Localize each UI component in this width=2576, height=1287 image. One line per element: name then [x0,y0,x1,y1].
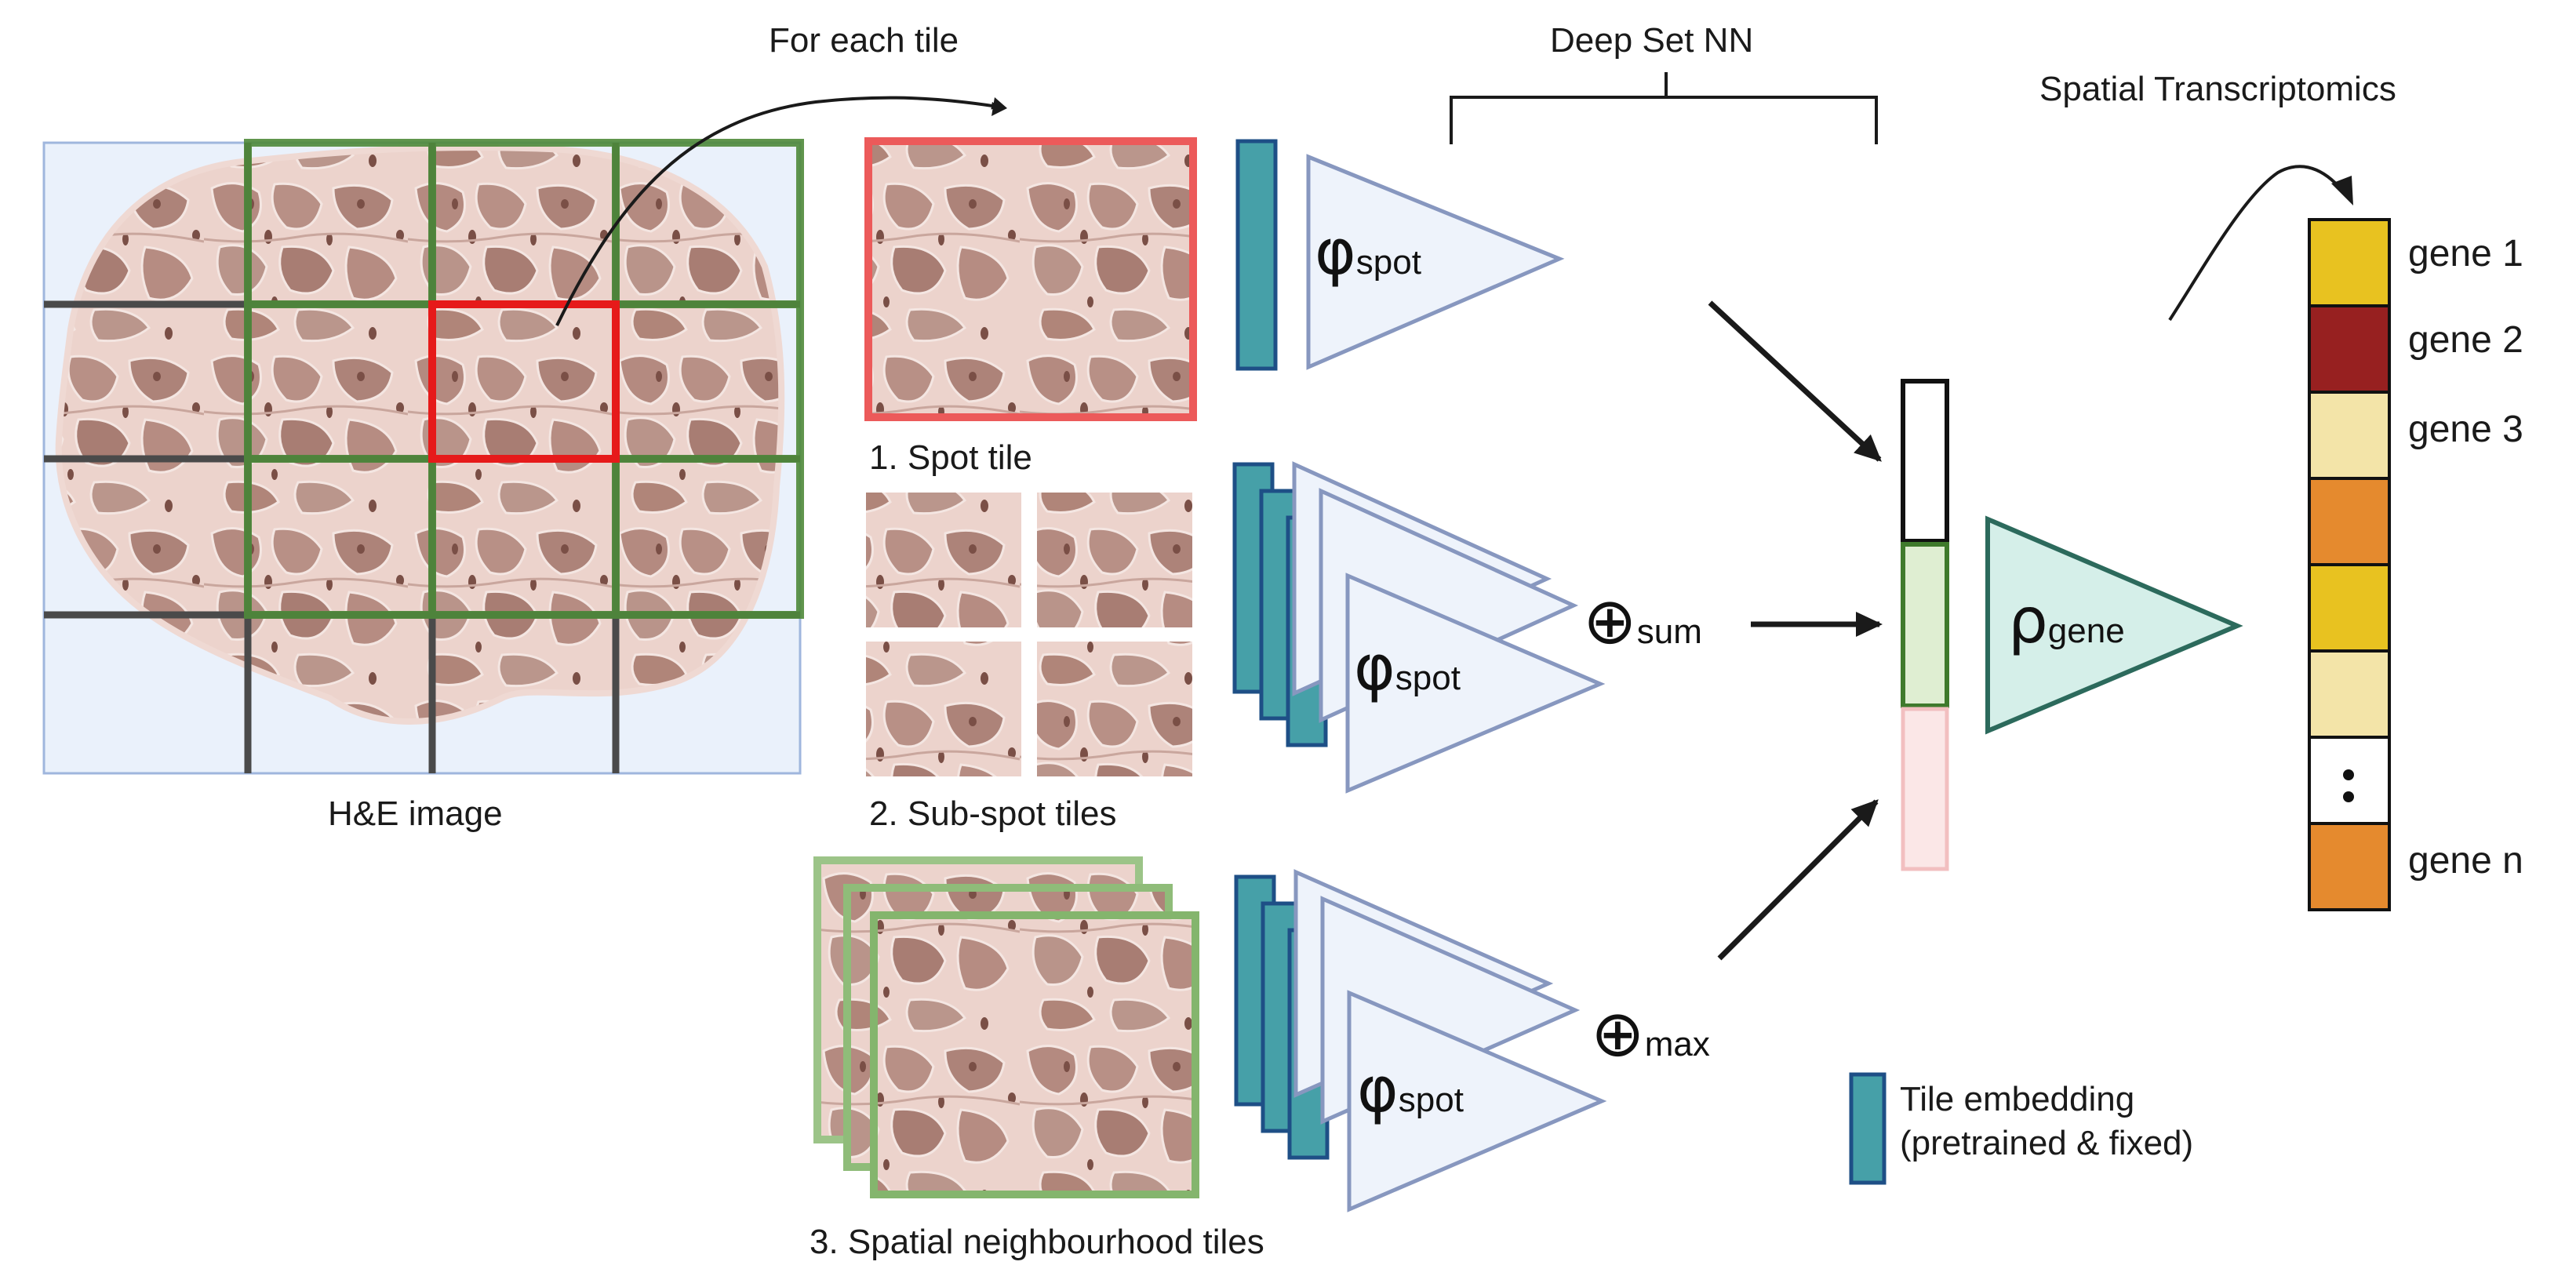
deep-set-label: Deep Set NN [1550,21,1754,60]
rho-symbol: ρ [2008,584,2048,657]
sub-spot-tile [866,493,1021,627]
gene-cell [2308,563,2391,653]
phi-neigh-triangle [1347,990,1607,1212]
arrow-spot [1708,300,1882,462]
phi-symbol: φ [1354,631,1395,704]
max-subscript: max [1644,1025,1710,1063]
gene-column [2308,218,2391,911]
for-each-tile-arrow [555,96,999,326]
gene-cell [2308,649,2391,739]
he-image-label: H&E image [328,794,503,833]
phi-subscript: spot [1398,1081,1464,1119]
sub-spot-tiles-label: 2. Sub-spot tiles [869,794,1117,833]
rho-gene-triangle [1985,515,2243,735]
gene-cell [2308,304,2391,394]
vector-sum-segment [1901,542,1949,708]
gene-cell [2308,218,2391,307]
neighbourhood-tiles-label: 3. Spatial neighbourhood tiles [810,1223,1264,1261]
phi-neigh-label: φspot [1357,1059,1464,1122]
spot-tile [864,137,1197,421]
sum-subscript: sum [1636,613,1702,651]
arrow-max [1717,799,1879,961]
legend-label-line1: Tile embedding [1900,1080,2135,1118]
sum-aggregation-label: ⊕sum [1583,590,1702,654]
embedding-bar [1235,139,1278,371]
rho-subscript: gene [2047,612,2125,650]
sub-spot-tile [1037,642,1192,776]
gene-cell [2308,822,2391,911]
gene-label-n: gene n [2408,840,2523,882]
sub-spot-tile [1037,493,1192,627]
for-each-tile-label: For each tile [769,21,959,60]
legend-embedding-swatch [1849,1072,1887,1185]
gene-label-2: gene 2 [2408,319,2523,361]
he-image [42,139,804,775]
vector-max-segment [1901,707,1949,871]
phi-symbol: φ [1315,216,1356,289]
phi-symbol: φ [1357,1053,1399,1126]
phi-networks [1292,154,1607,1212]
gene-label-1: gene 1 [2408,233,2523,274]
oplus-symbol: ⊕ [1591,997,1645,1071]
vector-spot-segment [1901,379,1949,544]
max-aggregation-label: ⊕max [1591,1002,1710,1067]
phi-subspot-label: φspot [1354,637,1461,700]
neighbourhood-tiles [813,856,1199,1198]
spatial-transcriptomics-label: Spatial Transcriptomics [2039,70,2396,108]
phi-spot-label: φspot [1315,221,1421,284]
phi-subspot-triangle [1345,573,1606,794]
gene-cell [2308,391,2391,480]
sub-spot-tile [866,642,1021,776]
legend-label-line2: (pretrained & fixed) [1900,1124,2194,1162]
gene-cell [2308,477,2391,566]
gene-cell [2308,736,2391,825]
aggregated-vector [1901,379,1949,871]
spot-tile-label: 1. Spot tile [869,438,1032,477]
sub-spot-tiles [866,493,1192,776]
deep-set-bracket [1450,72,1878,144]
phi-subscript: spot [1395,659,1461,697]
gene-ellipsis [2343,769,2354,802]
oplus-symbol: ⊕ [1583,584,1637,659]
phi-spot-triangle [1306,154,1565,370]
spot-tile-highlight [428,300,620,463]
gene-label-3: gene 3 [2408,409,2523,450]
rho-gene-label: ρgene [2008,590,2125,653]
transcriptomics-arrow [2168,165,2347,322]
phi-subscript: spot [1355,243,1421,282]
